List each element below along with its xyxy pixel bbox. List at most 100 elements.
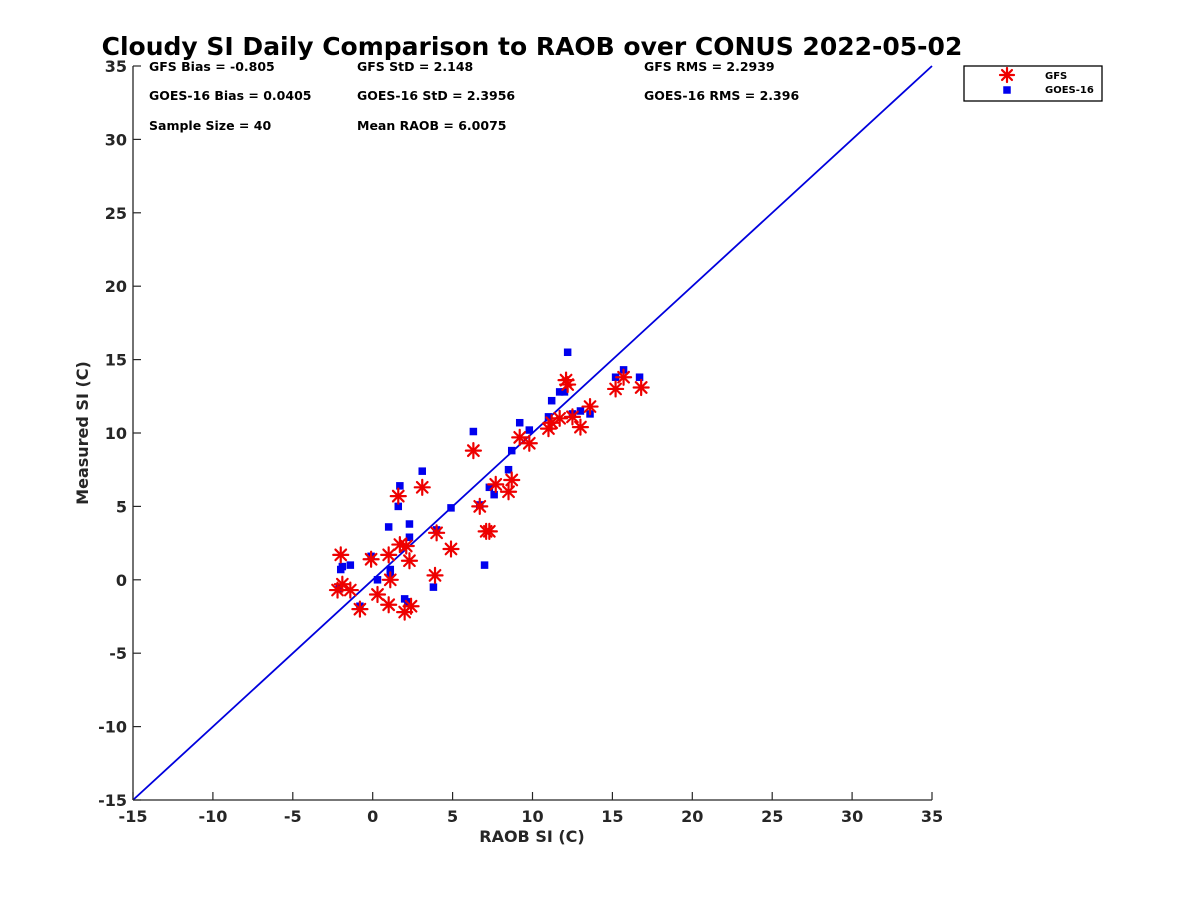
stat-goes16-bias: GOES-16 Bias = 0.0405 [149, 88, 311, 103]
x-tick-label: 25 [761, 807, 783, 826]
legend-goes16-square [1003, 86, 1011, 94]
y-tick-label: 10 [105, 424, 127, 443]
goes16-point [635, 373, 644, 381]
gfs-point [368, 585, 387, 604]
legend-goes16-marker-icon [1003, 86, 1011, 94]
goes16-point [490, 490, 498, 499]
y-axis-ticks: -15 -10 -5 0 5 10 15 20 25 30 35 [98, 57, 141, 810]
asterisk-stroke [1000, 68, 1014, 82]
x-tick-label: -5 [284, 807, 302, 826]
asterisk-stroke [371, 588, 384, 601]
x-tick-label: 20 [681, 807, 703, 826]
legend-gfs-marker-icon [998, 66, 1016, 84]
asterisk-stroke [343, 583, 357, 597]
asterisk-stroke [364, 552, 378, 566]
asterisk-stroke [393, 538, 407, 551]
asterisk-stroke [353, 602, 367, 616]
stat-goes16-std: GOES-16 StD = 2.3956 [357, 88, 515, 103]
x-tick-label: 30 [841, 807, 863, 826]
x-tick-label: 0 [367, 807, 378, 826]
goes16-point [405, 520, 414, 528]
gfs-point [606, 380, 625, 398]
gfs-point [480, 522, 498, 540]
gfs-point [381, 571, 399, 589]
goes16-point [405, 533, 414, 541]
y-axis-label: Measured SI (C) [73, 361, 92, 505]
goes16-point [418, 467, 426, 475]
gfs-point [520, 434, 538, 452]
asterisk-stroke [473, 499, 487, 513]
goes16-point [386, 565, 395, 574]
gfs-point [362, 550, 380, 568]
x-tick-label: 15 [601, 807, 623, 826]
y-tick-label: 0 [116, 571, 127, 590]
legend-gfs-asterisk [998, 66, 1016, 84]
asterisk-stroke [334, 548, 348, 562]
stat-gfs-std: GFS StD = 2.148 [357, 59, 473, 74]
y-tick-label: 35 [105, 57, 127, 76]
goes16-point [373, 576, 382, 584]
plot-area [132, 65, 933, 801]
asterisk-stroke [574, 420, 587, 434]
goes16-point [547, 396, 556, 405]
asterisk-stroke [489, 477, 503, 491]
goes16-point [507, 446, 516, 455]
stat-sample-size: Sample Size = 40 [149, 118, 271, 133]
asterisk-stroke [403, 554, 416, 568]
gfs-point [499, 483, 518, 501]
asterisk-stroke [415, 480, 429, 494]
chart-title: Cloudy SI Daily Comparison to RAOB over … [102, 32, 963, 61]
goes16-point [338, 562, 347, 571]
asterisk-stroke [617, 370, 630, 384]
legend: GFS GOES-16 [963, 65, 1103, 102]
y-tick-label: -5 [109, 644, 127, 663]
gfs-point [332, 546, 350, 564]
gfs-point [581, 397, 599, 416]
asterisk-stroke [404, 599, 418, 613]
asterisk-stroke [566, 410, 579, 424]
gfs-point [351, 600, 369, 618]
y-tick-label: -10 [98, 718, 127, 737]
gfs-point [442, 540, 460, 558]
goes16-point [525, 426, 534, 434]
gfs-point [551, 409, 569, 427]
gfs-series [328, 368, 650, 621]
gfs-point [563, 408, 582, 426]
goes16-point [429, 583, 438, 591]
goes16-point [480, 561, 489, 569]
asterisk-stroke [428, 568, 442, 582]
asterisk-stroke [522, 436, 536, 450]
y-tick-label: 25 [105, 204, 127, 223]
gfs-point [341, 581, 359, 599]
asterisk-stroke [609, 382, 622, 396]
asterisk-stroke [505, 473, 519, 487]
stat-gfs-bias: GFS Bias = -0.805 [149, 59, 275, 74]
x-tick-label: 5 [447, 807, 458, 826]
y-tick-label: -15 [98, 791, 127, 810]
asterisk-stroke [466, 444, 480, 458]
goes16-point [576, 407, 585, 415]
gfs-point [402, 597, 420, 615]
gfs-point [559, 375, 577, 394]
legend-box [963, 65, 1103, 102]
y-tick-label: 30 [105, 130, 127, 149]
asterisk-stroke [561, 378, 575, 391]
goes16-point [515, 418, 524, 427]
goes16-point [563, 348, 572, 357]
gfs-point [426, 566, 444, 584]
goes16-point [346, 561, 355, 569]
asterisk-stroke [382, 548, 396, 562]
asterisk-stroke [382, 598, 396, 612]
gfs-point [428, 524, 446, 542]
gfs-point [503, 471, 521, 489]
y-tick-label: 15 [105, 351, 127, 370]
goes16-point [394, 502, 403, 511]
goes16-point [544, 413, 553, 421]
gfs-point [487, 475, 505, 493]
asterisk-stroke [583, 400, 597, 413]
asterisk-stroke [482, 524, 496, 538]
stat-mean-raob: Mean RAOB = 6.0075 [357, 118, 506, 133]
x-tick-label: -10 [198, 807, 227, 826]
goes16-point [485, 483, 494, 492]
